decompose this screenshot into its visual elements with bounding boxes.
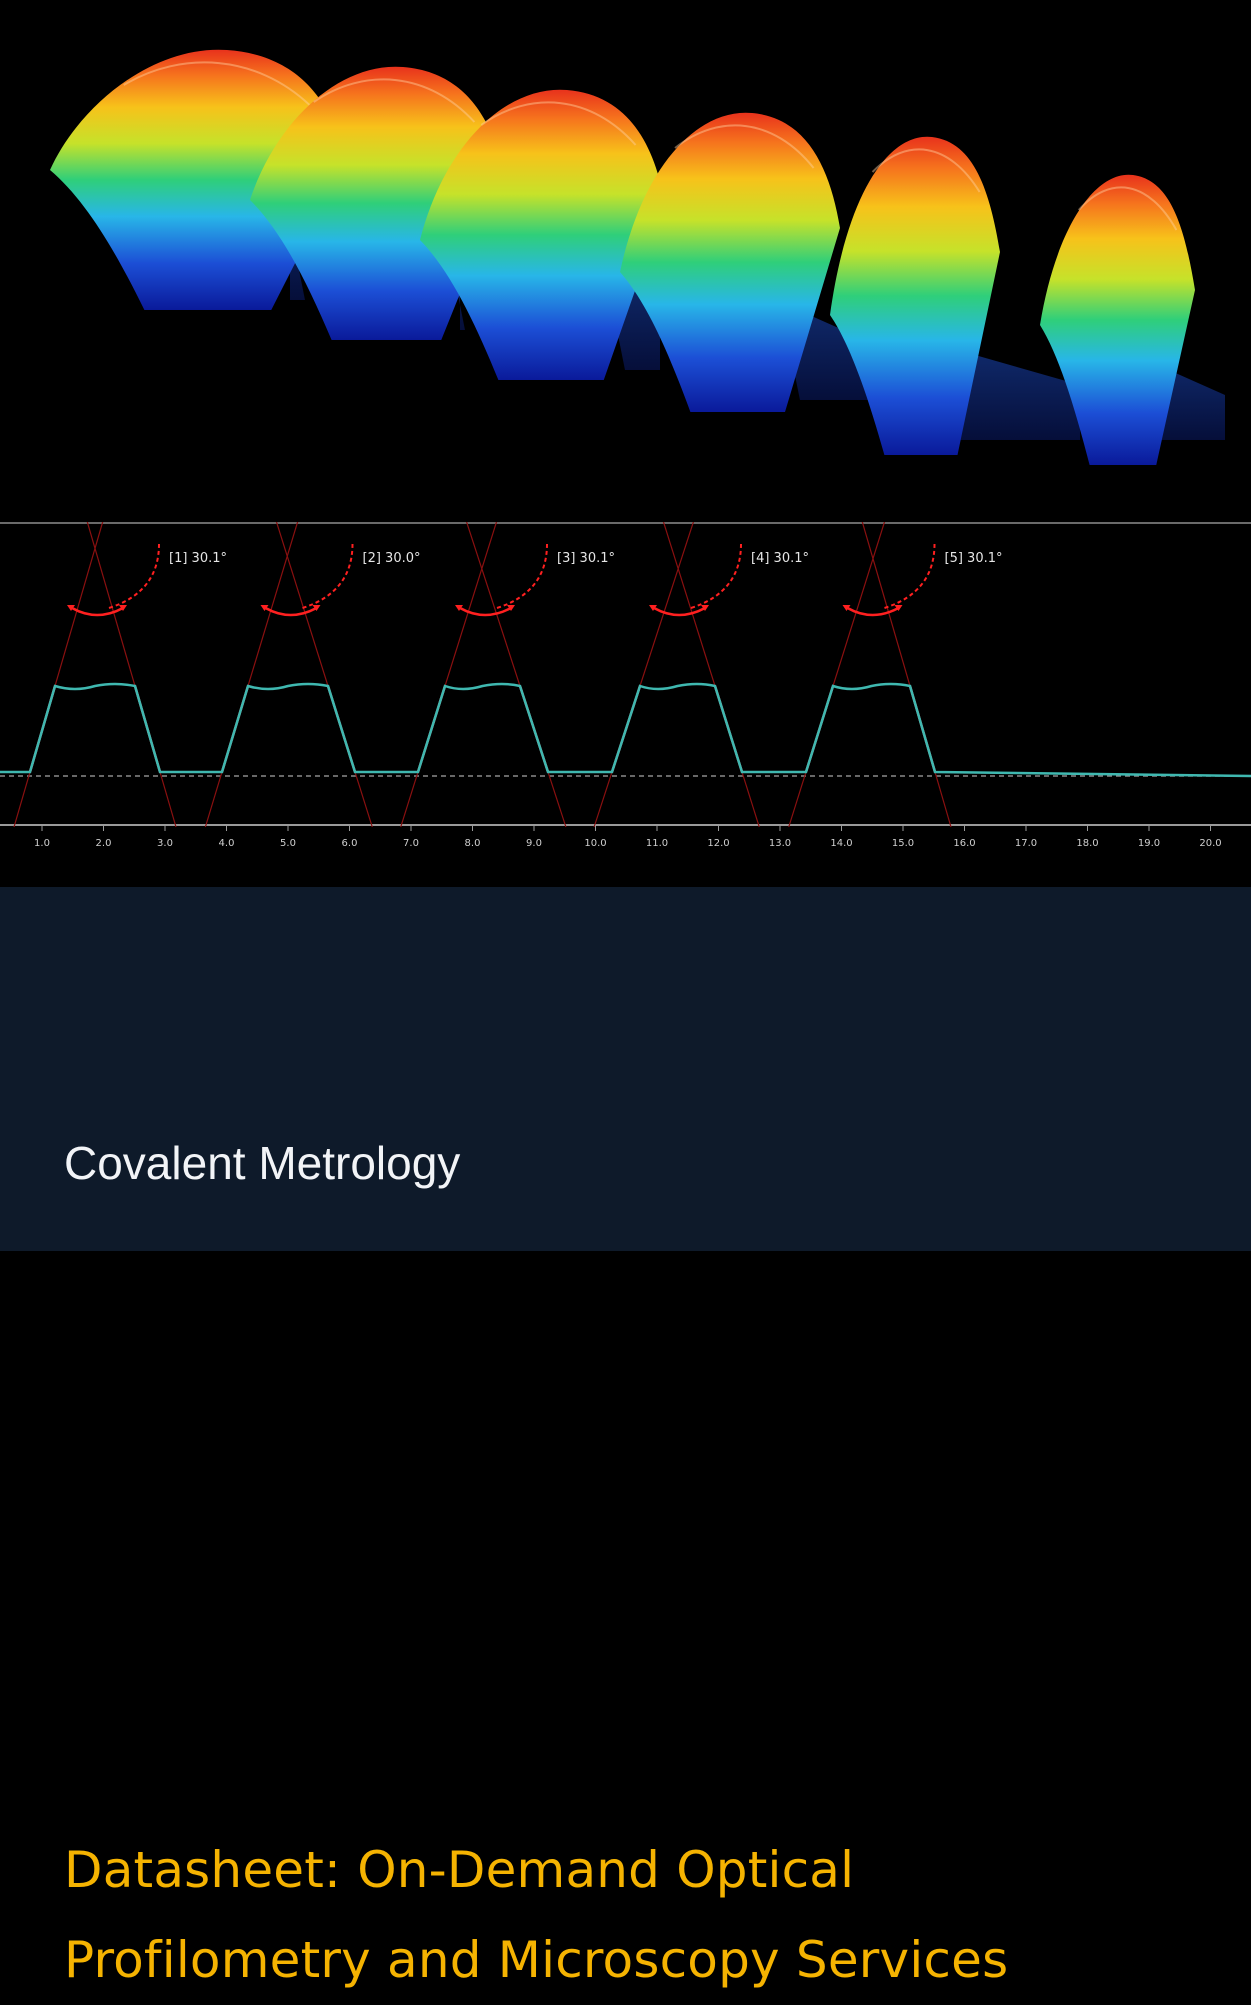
datasheet-title: Datasheet: On-Demand Optical Profilometr… (64, 1825, 1224, 2005)
x-tick-label: 20.0 (1199, 838, 1221, 849)
surface-render-graphic (50, 49, 1225, 466)
x-tick-label: 3.0 (157, 838, 173, 849)
surface-ridge (620, 112, 840, 412)
surface-ridge (50, 49, 345, 311)
angle-arrow (894, 605, 903, 611)
angle-label: [3] 30.1° (557, 551, 615, 566)
surface-ridge (420, 89, 665, 381)
x-tick-label: 2.0 (96, 838, 112, 849)
x-tick-label: 14.0 (830, 838, 852, 849)
x-tick-label: 18.0 (1076, 838, 1098, 849)
title-line-1: Datasheet: On-Demand Optical (64, 1841, 855, 1899)
construction-line (275, 520, 373, 828)
surface-ridge (250, 66, 505, 340)
x-tick-label: 19.0 (1138, 838, 1160, 849)
x-tick-label: 16.0 (953, 838, 975, 849)
construction-line (400, 520, 498, 828)
angle-arrow (67, 605, 75, 611)
angle-label: [1] 30.1° (169, 551, 227, 566)
surface-highlight (480, 101, 637, 146)
x-tick-label: 12.0 (707, 838, 729, 849)
construction-line (788, 520, 886, 828)
angle-arrow (842, 605, 851, 611)
angle-arc (459, 606, 512, 617)
title-line-2: Profilometry and Microscopy Services (64, 1931, 1009, 1989)
x-tick-label: 5.0 (280, 838, 296, 849)
x-tick-label: 4.0 (219, 838, 235, 849)
angle-arc (264, 606, 318, 617)
x-tick-label: 7.0 (403, 838, 419, 849)
angle-label: [2] 30.0° (363, 551, 421, 566)
construction-line (13, 520, 104, 828)
construction-line (465, 520, 567, 828)
angle-leader (302, 543, 354, 609)
x-tick-label: 17.0 (1015, 838, 1037, 849)
angle-leader (496, 543, 548, 609)
angle-arrow (701, 605, 709, 611)
banner: Datasheet: On-Demand Optical Profilometr… (0, 887, 1251, 1989)
angle-arc (653, 606, 706, 617)
surface-highlight (1078, 186, 1178, 231)
surface-highlight (123, 61, 311, 106)
profile-graphic: [1] 30.1° [2] 30.0° [3] 30.1° [4] 30.1° [5] … (0, 520, 1251, 849)
angle-leader (690, 543, 742, 609)
construction-line (662, 520, 760, 828)
x-tick-label: 8.0 (465, 838, 481, 849)
surface-render (0, 0, 1251, 522)
company-name: Covalent Metrology (64, 1137, 461, 1189)
construction-line (861, 520, 952, 828)
angle-arrow (312, 605, 321, 611)
x-tick-label: 9.0 (526, 838, 542, 849)
angle-label: [5] 30.1° (945, 551, 1003, 566)
x-tick-label: 15.0 (892, 838, 914, 849)
profile-curve (0, 682, 1251, 778)
angle-arc (846, 606, 900, 617)
angle-label: [4] 30.1° (751, 551, 809, 566)
profile-plot: [1] 30.1° [2] 30.0° [3] 30.1° [4] 30.1° [5] … (0, 520, 1251, 887)
x-tick-label: 6.0 (342, 838, 358, 849)
x-tick-label: 10.0 (584, 838, 606, 849)
construction-line (593, 520, 695, 828)
surface-highlight (674, 124, 815, 169)
construction-line (204, 520, 299, 828)
angle-leader (108, 543, 160, 609)
surface-highlight (313, 78, 476, 123)
angle-arrow (649, 605, 657, 611)
x-tick-label: 1.0 (34, 838, 50, 849)
angle-arrow (507, 605, 515, 611)
x-tick-label: 11.0 (646, 838, 668, 849)
angle-arrow (119, 605, 127, 611)
angle-arrow (455, 605, 463, 611)
angle-arc (71, 606, 124, 617)
angle-arrow (260, 605, 269, 611)
surface-highlight (871, 148, 981, 193)
construction-line (86, 520, 177, 828)
x-tick-label: 13.0 (769, 838, 791, 849)
surface-ridge (830, 136, 1000, 455)
angle-leader (884, 543, 936, 609)
surface-ridge (1040, 174, 1195, 466)
